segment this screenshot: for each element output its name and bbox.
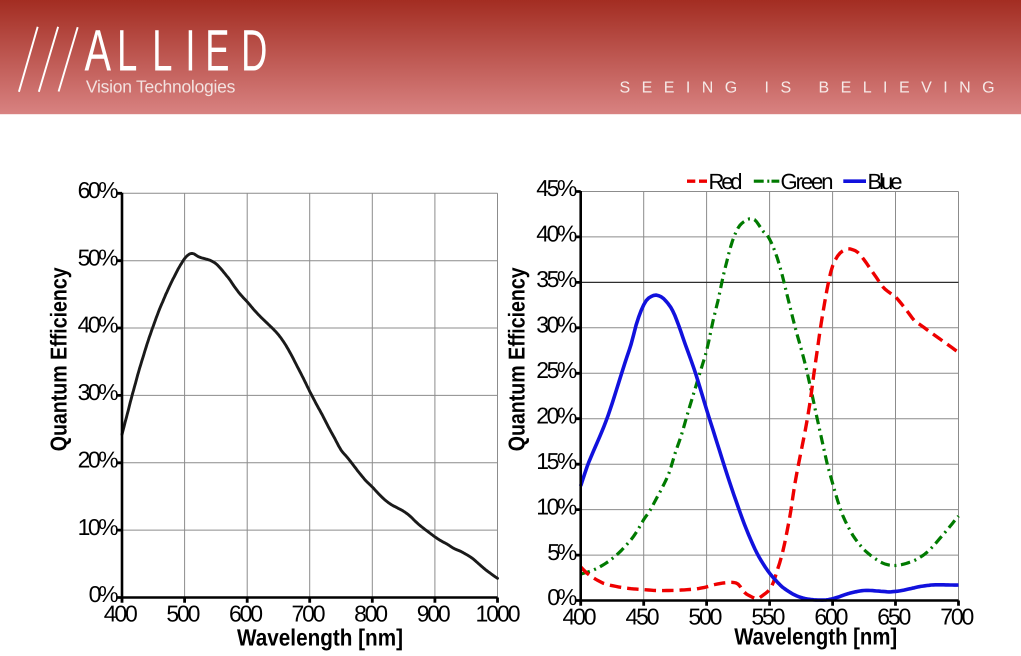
svg-text:1000: 1000 — [476, 600, 521, 626]
svg-text:550: 550 — [751, 604, 785, 630]
svg-text:Wavelength [nm]: Wavelength [nm] — [237, 625, 403, 651]
svg-text:Red: Red — [709, 169, 743, 194]
svg-text:500: 500 — [688, 604, 722, 630]
svg-text:40%: 40% — [536, 221, 577, 247]
svg-text:D: D — [241, 19, 267, 84]
svg-text:Quantum Efficiency: Quantum Efficiency — [504, 267, 530, 451]
svg-text:60%: 60% — [78, 177, 119, 203]
svg-text:5%: 5% — [547, 539, 577, 565]
svg-text:600: 600 — [814, 604, 848, 630]
svg-text:L: L — [152, 19, 172, 84]
svg-text:0%: 0% — [89, 581, 119, 607]
svg-text:30%: 30% — [536, 312, 577, 338]
svg-text:700: 700 — [292, 600, 326, 626]
svg-text:I: I — [185, 19, 195, 84]
svg-text:400: 400 — [563, 604, 597, 630]
svg-text:10%: 10% — [78, 514, 119, 540]
svg-text:15%: 15% — [536, 448, 577, 474]
svg-text:25%: 25% — [536, 357, 577, 383]
svg-text:Quantum Efficiency: Quantum Efficiency — [46, 267, 72, 451]
svg-text:700: 700 — [940, 604, 974, 630]
svg-text:Vision Technologies: Vision Technologies — [86, 77, 236, 97]
svg-text:50%: 50% — [78, 244, 119, 270]
svg-text:L: L — [117, 19, 137, 84]
svg-text:900: 900 — [417, 600, 451, 626]
svg-text:Green: Green — [781, 169, 834, 194]
svg-text:0%: 0% — [547, 584, 577, 610]
svg-text:20%: 20% — [536, 402, 577, 428]
svg-text:Wavelength [nm]: Wavelength [nm] — [734, 623, 897, 649]
svg-text:800: 800 — [354, 600, 388, 626]
svg-text:35%: 35% — [536, 266, 577, 292]
svg-text:10%: 10% — [536, 493, 577, 519]
svg-text:600: 600 — [229, 600, 263, 626]
svg-text:400: 400 — [104, 600, 138, 626]
svg-text:SEEING IS BELIEVING: SEEING IS BELIEVING — [620, 80, 1007, 97]
svg-text:500: 500 — [166, 600, 200, 626]
svg-text:45%: 45% — [536, 175, 577, 201]
svg-text:E: E — [205, 19, 229, 84]
svg-text:30%: 30% — [78, 379, 119, 405]
svg-text:450: 450 — [626, 604, 660, 630]
svg-text:Blue: Blue — [868, 169, 903, 194]
svg-text:40%: 40% — [78, 312, 119, 338]
svg-text:A: A — [84, 19, 111, 84]
svg-text:20%: 20% — [78, 447, 119, 473]
svg-text:650: 650 — [877, 604, 911, 630]
